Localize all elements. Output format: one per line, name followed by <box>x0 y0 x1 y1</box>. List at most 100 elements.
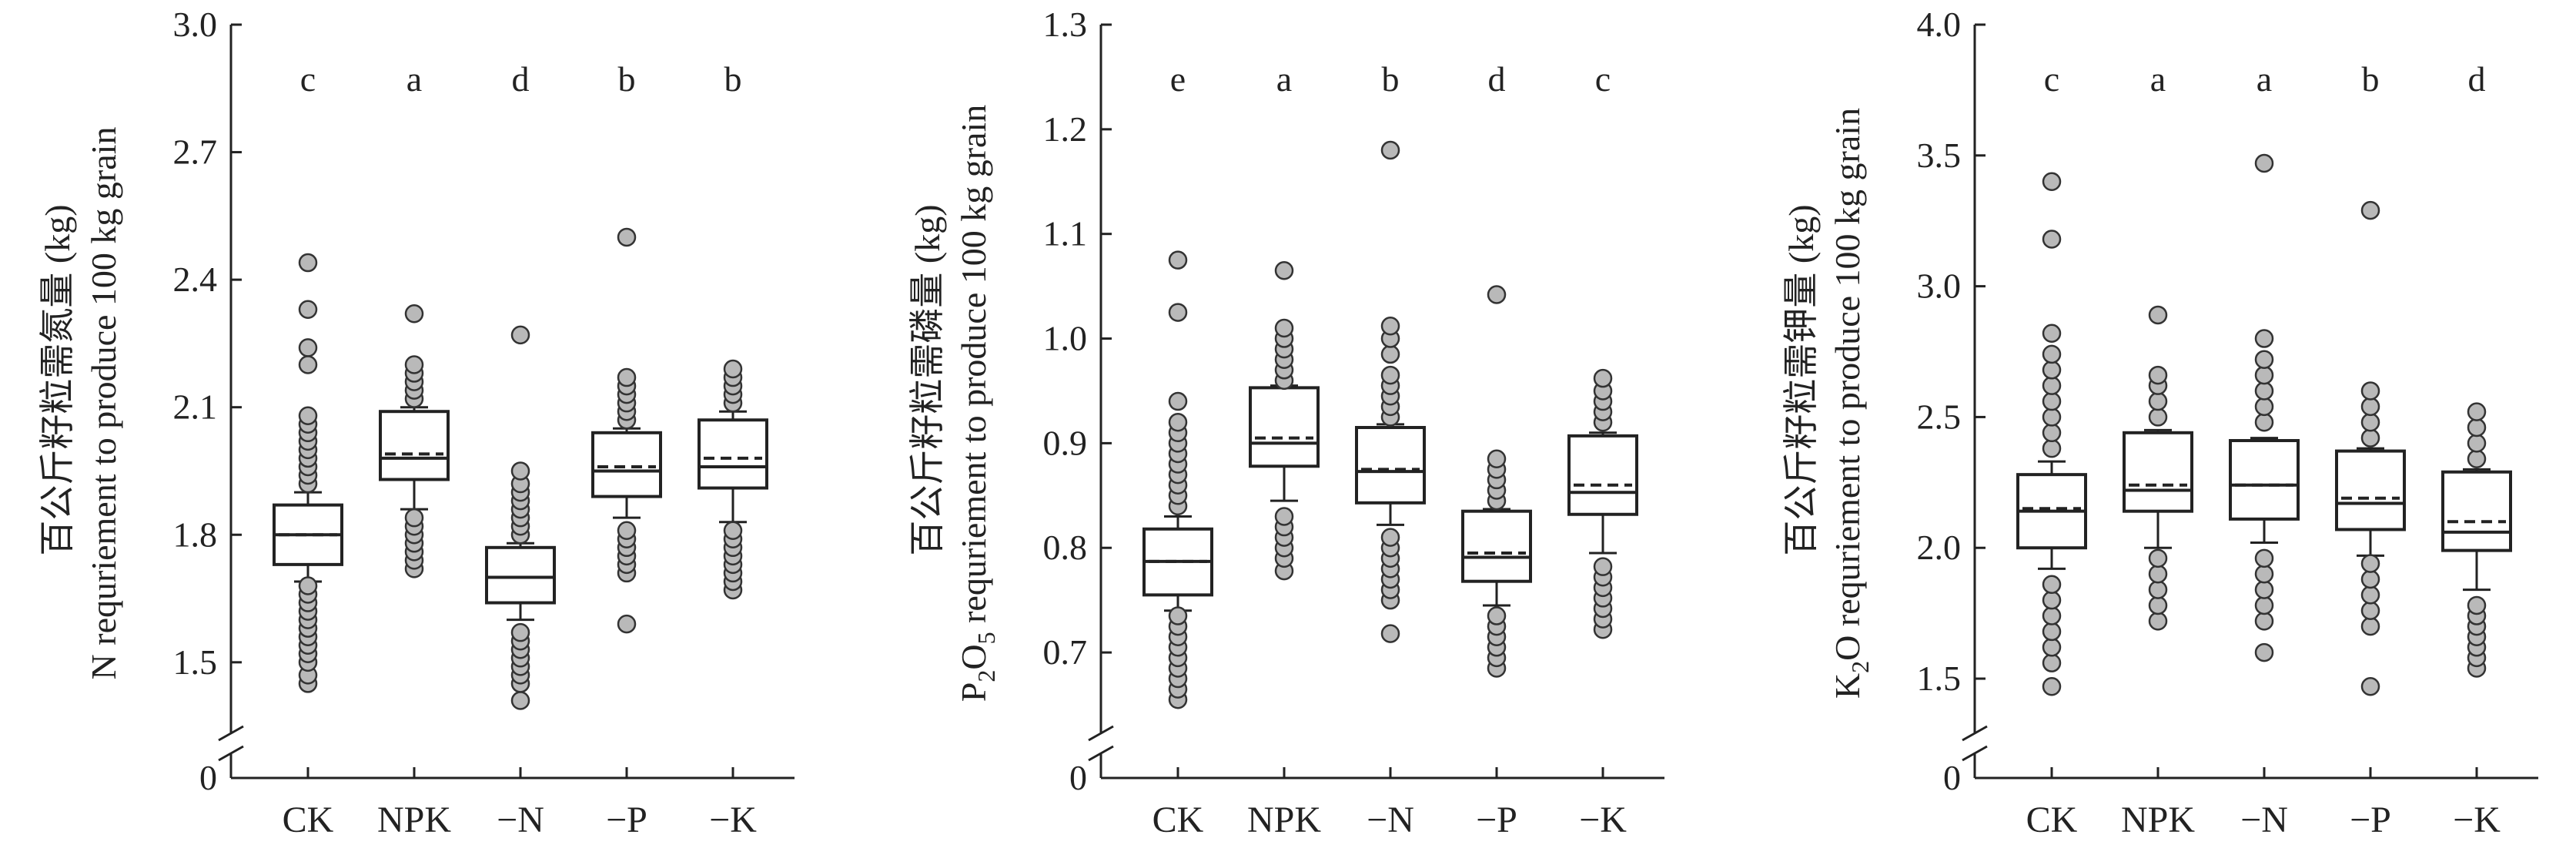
outlier-point <box>2148 612 2168 631</box>
chart-panel-3: 1.5 2.0 2.5 3.0 3.5 4.0 0 CK NPK −N −P −K c a a b d 百公斤籽粒… <box>1781 5 2538 840</box>
outlier-point <box>1380 316 1400 336</box>
y-axis-label-cn: 百公斤籽粒需氮量 (kg) <box>38 204 77 555</box>
outlier-point <box>2360 601 2380 620</box>
outlier-point <box>1168 412 1188 432</box>
chart-panel-2: 0.7 0.8 0.9 1.0 1.1 1.2 1.3 0 CK NPK −N −P −K e a b d c 百公… <box>908 5 1664 840</box>
outlier-point <box>2360 616 2380 636</box>
x-tick-label: −N <box>2240 800 2288 840</box>
outlier-point <box>2042 344 2062 364</box>
box <box>591 431 662 498</box>
axis-break-mark <box>1088 725 1114 742</box>
outlier-point <box>2042 407 2062 427</box>
box <box>1355 426 1426 505</box>
outlier-point <box>2254 642 2274 662</box>
label-part: requriement to produce 100 kg grain <box>954 105 993 632</box>
outlier-point <box>1380 528 1400 547</box>
significance-letter: d <box>2468 59 2486 99</box>
outlier-point <box>1274 507 1294 526</box>
label-part: requriement to produce 100 kg grain <box>1828 108 1867 635</box>
outlier-point <box>2254 548 2274 568</box>
outlier-point <box>617 614 637 634</box>
x-tick-label: −P <box>2350 800 2391 840</box>
significance-letter: b <box>618 59 636 99</box>
y-tick-label: 3.0 <box>173 5 218 44</box>
outlier-point <box>2042 575 2062 595</box>
box-group-−P <box>591 227 662 634</box>
box <box>2229 438 2300 521</box>
outlier-point <box>2254 595 2274 615</box>
outlier-point <box>298 253 318 273</box>
axis-break-mark <box>218 725 244 742</box>
box <box>1567 434 1638 516</box>
outlier-point <box>2360 428 2380 448</box>
box-group-−N <box>2229 153 2300 662</box>
x-tick-label: CK <box>2026 800 2078 840</box>
outlier-point <box>2254 350 2274 369</box>
box <box>1249 386 1320 468</box>
box-group-CK <box>273 253 343 693</box>
outlier-point <box>2360 200 2380 220</box>
outlier-point <box>2360 585 2380 605</box>
outlier-point <box>2360 554 2380 573</box>
outlier-point <box>2042 324 2062 343</box>
y-tick-label: 1.0 <box>1043 319 1088 358</box>
outlier-point <box>1168 391 1188 411</box>
box-group-CK <box>2016 172 2087 696</box>
outlier-point <box>2148 391 2168 411</box>
outlier-point <box>2042 230 2062 249</box>
outlier-point <box>1168 303 1188 322</box>
box-group-NPK <box>379 304 450 578</box>
outlier-point <box>2360 381 2380 401</box>
y-tick-label: 3.5 <box>1917 136 1962 175</box>
y-tick-label: 1.1 <box>1043 214 1088 253</box>
significance-letter: c <box>300 59 316 99</box>
x-tick-label: −K <box>1579 800 1627 840</box>
box-group-NPK <box>2123 305 2193 631</box>
box <box>2335 449 2406 531</box>
significance-letter: a <box>406 59 422 99</box>
y-axis-label-en: K2O requriement to produce 100 kg grain <box>1828 108 1874 699</box>
y-tick-label: 1.2 <box>1043 109 1088 149</box>
y-tick-label: 0.8 <box>1043 528 1088 567</box>
outlier-point <box>510 461 530 481</box>
box-group-NPK <box>1249 260 1320 581</box>
y-tick-label-zero: 0 <box>1943 758 1961 797</box>
axis-break-mark <box>1962 745 1988 762</box>
outlier-point <box>2042 638 2062 657</box>
significance-letter: b <box>1382 59 1400 99</box>
y-axis-label-cn: 百公斤籽粒需钾量 (kg) <box>1781 204 1821 555</box>
outlier-point <box>723 521 743 540</box>
outlier-point <box>1593 368 1613 388</box>
x-tick-label: −N <box>1367 800 1414 840</box>
outlier-point <box>2042 653 2062 672</box>
outlier-point <box>2254 564 2274 584</box>
x-tick-label: −P <box>606 800 647 840</box>
outlier-point <box>298 576 318 595</box>
outlier-point <box>510 691 530 710</box>
box-group-−N <box>1355 140 1426 643</box>
box-group-CK <box>1142 250 1213 709</box>
x-tick-label: CK <box>283 800 334 840</box>
outlier-point <box>2467 402 2487 421</box>
outlier-point <box>2148 548 2168 568</box>
significance-letter: c <box>2044 59 2059 99</box>
outlier-point <box>298 406 318 425</box>
label-part: P <box>954 682 993 702</box>
subscript: 5 <box>972 632 1000 644</box>
y-axis-label-en: N requriement to produce 100 kg grain <box>84 127 123 680</box>
outlier-point <box>2042 606 2062 625</box>
outlier-point <box>2467 595 2487 615</box>
y-tick-label: 2.0 <box>1917 528 1962 567</box>
outlier-point <box>723 359 743 379</box>
outlier-point <box>2148 407 2168 427</box>
box-group-−K <box>1567 368 1638 639</box>
x-tick-label: NPK <box>377 800 451 840</box>
box <box>1461 509 1532 583</box>
box <box>379 410 450 481</box>
y-tick-label: 1.3 <box>1043 5 1088 44</box>
outlier-point <box>2467 417 2487 438</box>
y-axis-label-cn: 百公斤籽粒需磷量 (kg) <box>908 204 947 555</box>
chart-panel-1: 1.5 1.8 2.1 2.4 2.7 3.0 0 CK NPK −N −P −K c a d b b 百公斤籽粒… <box>38 5 795 840</box>
y-axis-label-en: P2O5 requriement to produce 100 kg grain <box>954 105 1000 702</box>
y-tick-label: 4.0 <box>1917 5 1962 44</box>
